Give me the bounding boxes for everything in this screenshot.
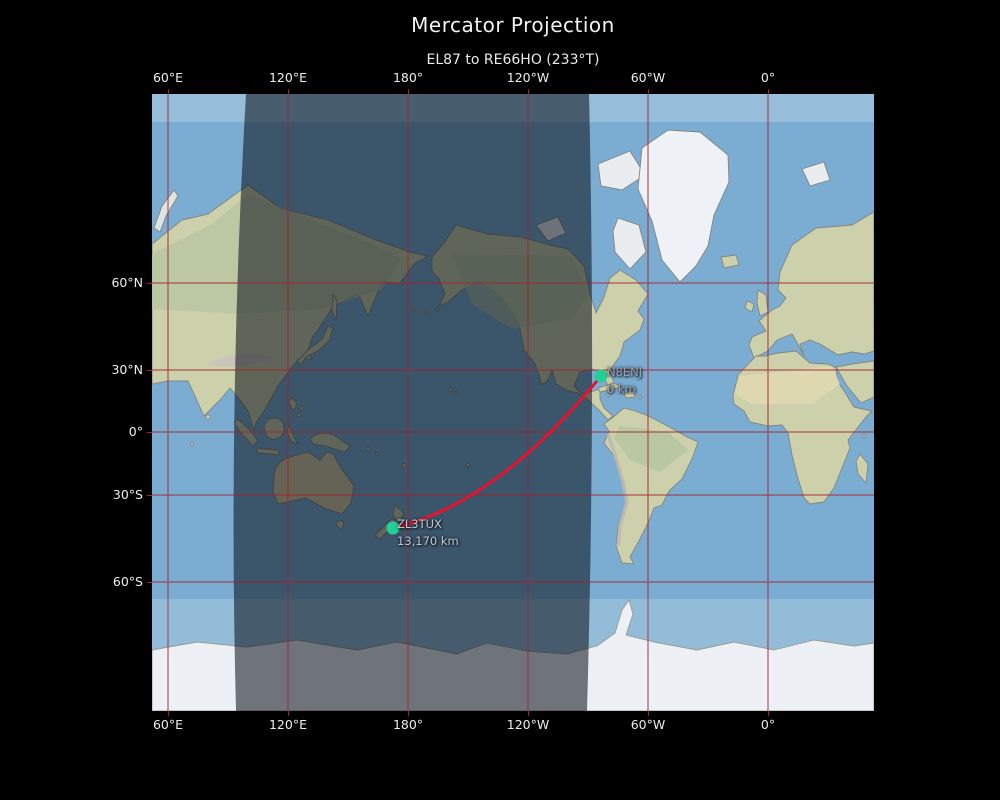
sahara (734, 366, 840, 404)
island (862, 434, 866, 438)
tick-mark (528, 89, 529, 94)
island (606, 393, 610, 397)
axis-label-left: 30°N (111, 362, 143, 377)
tick-mark (408, 711, 409, 716)
tick-mark (768, 89, 769, 94)
axis-label-bottom: 120°E (268, 717, 307, 732)
hispaniola (623, 390, 636, 399)
night-terminator-shadow (233, 94, 593, 711)
andes-range (606, 433, 629, 547)
great-britain (756, 289, 769, 317)
tick-mark (168, 711, 169, 716)
madagascar (855, 453, 869, 484)
landmass-arabia (835, 360, 874, 404)
axis-label-top: 180° (392, 70, 424, 85)
axis-label-bottom: 180° (392, 717, 424, 732)
axis-label-top: 120°W (506, 70, 550, 85)
great-circle-path (391, 374, 603, 530)
world-map-svg (152, 94, 874, 711)
tick-mark (147, 283, 152, 284)
axis-label-left: 60°S (112, 574, 143, 589)
axis-label-left: 0° (128, 424, 143, 439)
svalbard (801, 161, 831, 187)
tick-mark (528, 711, 529, 716)
island (190, 442, 194, 446)
island (638, 395, 642, 399)
graticule (152, 94, 874, 711)
marker-source (594, 369, 608, 383)
axis-label-bottom: 0° (760, 717, 776, 732)
tick-mark (648, 89, 649, 94)
axis-label-left: 30°S (112, 487, 143, 502)
tick-mark (147, 432, 152, 433)
axis-label-top: 0° (760, 70, 776, 85)
novaya-zemlya (153, 189, 179, 233)
page-title: Mercator Projection (411, 13, 615, 37)
tick-mark (147, 495, 152, 496)
tick-mark (147, 582, 152, 583)
tick-mark (648, 711, 649, 716)
ireland (744, 300, 755, 313)
map-canvas: N8ENJ 0 km ZL3TUX 13,170 km (152, 94, 874, 711)
ellesmere-island (597, 150, 646, 191)
island (205, 414, 211, 420)
tick-mark (768, 711, 769, 716)
landmass-greenland (637, 129, 730, 283)
iceland (720, 254, 740, 269)
tick-mark (288, 89, 289, 94)
tick-mark (408, 89, 409, 94)
tick-mark (288, 711, 289, 716)
axis-label-bottom: 120°W (506, 717, 550, 732)
amazon-basin (614, 426, 688, 472)
subtitle: EL87 to RE66HO (233°T) (426, 52, 600, 68)
axis-label-top: 60°E (152, 70, 184, 85)
marker-destination (386, 521, 400, 535)
tick-mark (147, 370, 152, 371)
axis-label-bottom: 60°E (152, 717, 184, 732)
cuba (597, 382, 622, 393)
axis-label-top: 60°W (630, 70, 666, 85)
axis-label-top: 120°E (268, 70, 307, 85)
axis-label-bottom: 60°W (630, 717, 666, 732)
axis-label-left: 60°N (111, 275, 143, 290)
baffin-island (612, 217, 647, 270)
tick-mark (168, 89, 169, 94)
